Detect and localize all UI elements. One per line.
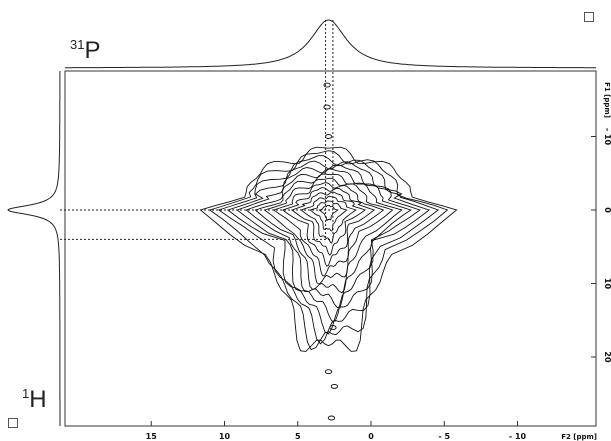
plot-frame (64, 70, 597, 427)
f1-axis-ticks: - 10 0 10 20 F1 [ppm] (591, 82, 611, 363)
contour-island (324, 369, 333, 375)
f2-tick-label: 15 (146, 432, 158, 441)
f2-axis-label: F2 [ppm] (561, 433, 597, 441)
contour-island (323, 82, 331, 88)
f1-projection-line (7, 71, 61, 426)
f1-tick-label: 10 (603, 278, 611, 290)
contour-island (329, 325, 337, 331)
f1-tick-label: 0 (603, 207, 611, 213)
axes (64, 70, 597, 427)
contour-level (236, 164, 421, 322)
f2-tick-label: 10 (219, 432, 231, 441)
corner-marker (8, 418, 18, 428)
contour-level (281, 187, 376, 267)
f2-projection-line (65, 19, 596, 69)
contour-island (327, 415, 336, 421)
contour-island (324, 134, 333, 139)
contour-level (309, 200, 348, 232)
f2-tick-label: - 10 (509, 432, 527, 441)
contour-island (323, 104, 331, 110)
f1-axis-label: F1 [ppm] (603, 82, 611, 118)
f1-nucleus-label: 31P (70, 37, 101, 64)
f2-tick-label: 5 (295, 432, 301, 441)
guide-lines (60, 20, 334, 240)
f1-tick-label: - 10 (603, 128, 611, 146)
contour-level (217, 155, 440, 345)
f2-tick-label: 0 (368, 432, 374, 441)
contour-level (318, 205, 339, 221)
contour-level (226, 160, 431, 335)
contour-group (199, 82, 458, 421)
contour-level (245, 168, 412, 309)
contour-level (208, 150, 449, 351)
contour-level (199, 146, 458, 352)
projections (7, 19, 596, 426)
contour-level (290, 191, 367, 256)
f2-axis-ticks: 15 10 5 0 - 5 - 10 F2 [ppm] (146, 421, 597, 441)
f2-nucleus-label: 1H (22, 386, 47, 413)
corner-marker (584, 12, 594, 22)
f2-tick-label: - 5 (438, 432, 450, 441)
f1-tick-label: 20 (603, 351, 611, 363)
contour-island (330, 383, 339, 389)
